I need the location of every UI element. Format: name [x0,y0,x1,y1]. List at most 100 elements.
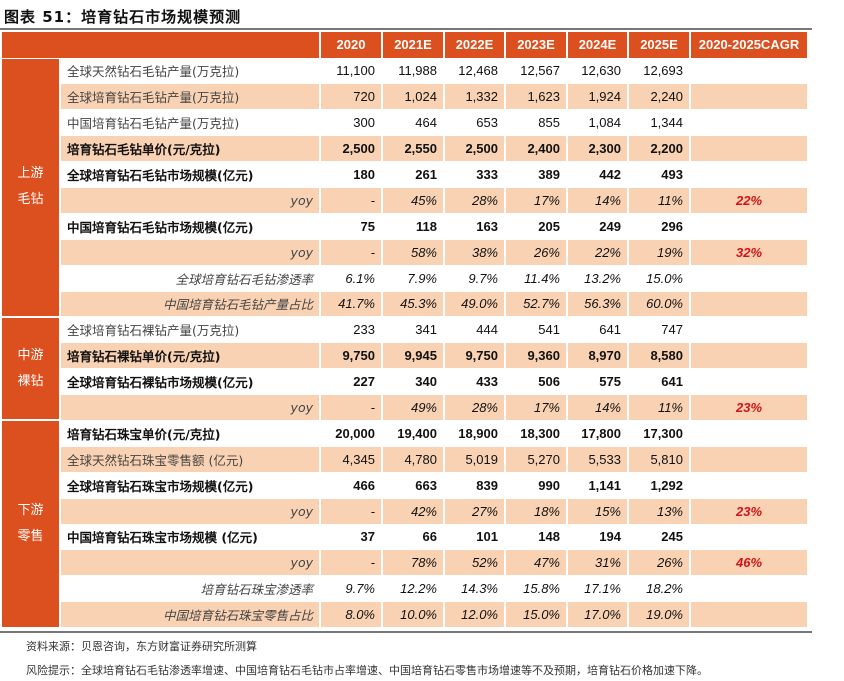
row-label: 培育钻石珠宝单价(元/克拉) [60,420,321,447]
cell-value: 663 [382,472,445,499]
cell-value: 26% [505,239,568,266]
row-label: 中国培育钻石毛钻产量占比 [60,291,321,318]
cell-value: - [320,239,383,266]
cell-value: 41.7% [320,291,383,318]
cell-value: 47% [505,549,568,577]
row-label: 中国培育钻石毛钻市场规模(亿元) [60,213,321,240]
cell-value: 180 [320,161,383,188]
cell-value: 296 [628,213,691,240]
cagr-value [690,291,809,318]
cell-value: 11% [628,187,691,214]
cell-value: 11% [628,394,691,421]
cell-value: 2,550 [382,135,445,163]
cagr-value [690,58,809,85]
cell-value: 300 [320,109,383,137]
row-label: yoy [60,549,321,577]
row-label: 全球培育钻石裸钻市场规模(亿元) [60,368,321,396]
cell-value: 12,693 [628,58,691,85]
cell-value: 2,400 [505,135,568,163]
column-header: 2022E [444,32,506,59]
cell-value: 20,000 [320,420,383,447]
figure-title: 图表 51：培育钻石市场规模预测 [4,8,242,26]
cell-value: 5,270 [505,446,568,473]
table-row: 全球培育钻石裸钻市场规模(亿元) 227 340 433 506 575 641 [2,368,809,396]
table-row: 中国培育钻石毛钻产量占比 41.7% 45.3% 49.0% 52.7% 56.3% 60.… [2,291,809,318]
cagr-value [690,420,809,447]
cell-value: 5,019 [444,446,506,473]
cell-value: - [320,394,383,421]
cell-value: 9.7% [444,265,506,292]
cell-value: 1,292 [628,472,691,499]
cell-value: 12,630 [567,58,629,85]
cell-value: 26% [628,549,691,577]
cell-value: 4,345 [320,446,383,473]
cell-value: 6.1% [320,265,383,292]
table-row: 中国培育钻石珠宝市场规模 (亿元) 37 66 101 148 194 245 [2,524,809,551]
cell-value: 340 [382,368,445,396]
cell-value: 52.7% [505,291,568,318]
cell-value: 720 [320,83,383,111]
cell-value: 641 [567,316,629,344]
cell-value: 8,970 [567,342,629,370]
table-row: yoy -78% 52% 47% 31% 26% 46% [2,549,809,577]
cell-value: 8.0% [320,601,383,629]
cagr-value [690,316,809,344]
divider [0,28,812,30]
cagr-value [690,83,809,111]
table-row: 全球培育钻石毛钻市场规模(亿元) 180 261 333 389 442 493 [2,161,809,188]
cell-value: 641 [628,368,691,396]
column-header: 2020 [320,32,383,59]
cell-value: 11.4% [505,265,568,292]
row-label: yoy [60,498,321,525]
cell-value: 7.9% [382,265,445,292]
row-label: 中国培育钻石珠宝零售占比 [60,601,321,629]
group-label: 中游 裸钻 [2,316,61,422]
cell-value: 78% [382,549,445,577]
cell-value: 60.0% [628,291,691,318]
row-label: 全球培育钻石裸钻产量(万克拉) [60,316,321,344]
cell-value: 747 [628,316,691,344]
cagr-value [690,575,809,603]
cell-value: 194 [567,524,629,551]
cell-value: 1,344 [628,109,691,137]
cell-value: 12.0% [444,601,506,629]
cell-value: 18% [505,498,568,525]
row-label: 中国培育钻石毛钻产量(万克拉) [60,109,321,137]
cagr-value [690,368,809,396]
row-label: 全球天然钻石珠宝零售额 (亿元) [60,446,321,473]
cell-value: 8,580 [628,342,691,370]
cell-value: 1,141 [567,472,629,499]
row-label: 培育钻石珠宝渗透率 [60,575,321,603]
cell-value: 58% [382,239,445,266]
cell-value: 49% [382,394,445,421]
cagr-value [690,135,809,163]
cagr-value [690,213,809,240]
cell-value: 12.2% [382,575,445,603]
table-row: 培育钻石裸钻单价(元/克拉) 9,750 9,945 9,750 9,360 8,970 8… [2,342,809,370]
row-label: yoy [60,239,321,266]
table-row: 中游 裸钻 全球培育钻石裸钻产量(万克拉) 233 341 444 541 641 747 [2,316,809,422]
cell-value: 118 [382,213,445,240]
cell-value: 442 [567,161,629,188]
cell-value: 433 [444,368,506,396]
cagr-value [690,109,809,137]
cell-value: 9,750 [320,342,383,370]
table-row: 中国培育钻石珠宝零售占比 8.0% 10.0% 12.0% 15.0% 17.0% 19.0… [2,601,809,629]
cell-value: 1,623 [505,83,568,111]
cell-value: 9,750 [444,342,506,370]
cell-value: 19,400 [382,420,445,447]
cell-value: 9,360 [505,342,568,370]
cell-value: 14% [567,394,629,421]
cell-value: 163 [444,213,506,240]
table-row: 培育钻石珠宝渗透率 9.7% 12.2% 14.3% 15.8% 17.1% 18.2% [2,575,809,603]
cell-value: 17,800 [567,420,629,447]
cell-value: 227 [320,368,383,396]
cell-value: 4,780 [382,446,445,473]
cell-value: 653 [444,109,506,137]
row-label: 全球培育钻石毛钻市场规模(亿元) [60,161,321,188]
cell-value: 101 [444,524,506,551]
row-label: 全球天然钻石毛钻产量(万克拉) [60,58,321,85]
table-row: 下游 零售 培育钻石珠宝单价(元/克拉) 20,000 19,400 18,900 18,… [2,420,809,629]
cell-value: 12,567 [505,58,568,85]
cell-value: 17,300 [628,420,691,447]
